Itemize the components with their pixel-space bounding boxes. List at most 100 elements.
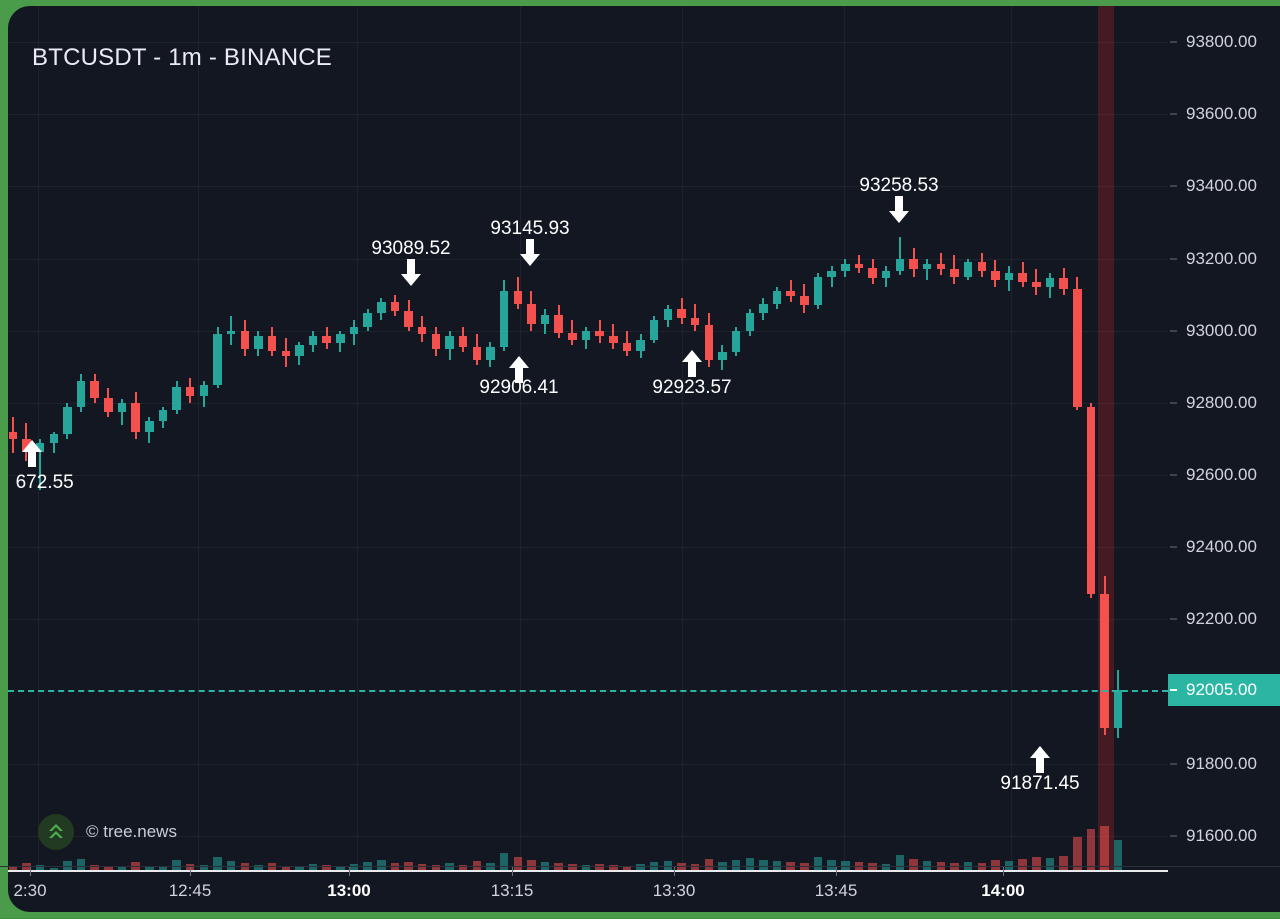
volume-bar	[499, 853, 509, 872]
candle-body	[1004, 273, 1014, 281]
volume-bar	[158, 866, 168, 872]
current-price-badge[interactable]: 92005.00	[1168, 673, 1280, 706]
candle-body	[90, 381, 99, 398]
marker-arrow-down-icon	[519, 239, 541, 267]
volume-bar	[950, 863, 959, 872]
gridline-vertical	[844, 6, 845, 872]
volume-bar	[240, 863, 250, 872]
volume-bar	[199, 865, 209, 872]
candle-body	[267, 336, 277, 351]
chart-container: 672.55 93089.52 93145.93 92906.41 92923.57 93…	[8, 6, 1280, 912]
candle-body	[22, 439, 31, 452]
candle-body	[322, 336, 331, 344]
volume-bar	[418, 864, 427, 872]
candle-body	[854, 263, 864, 268]
event-band	[1098, 6, 1115, 872]
time-axis-label: 13:15	[490, 881, 534, 900]
marker-arrow-down-icon	[888, 196, 910, 224]
price-axis-label: 92600.00	[1186, 465, 1257, 485]
volume-bar	[622, 865, 632, 872]
gridline-horizontal	[8, 619, 1168, 621]
time-tick-mark	[30, 867, 31, 876]
volume-bar	[540, 862, 550, 872]
price-axis-label: 92800.00	[1186, 392, 1257, 412]
volume-bar	[117, 865, 127, 872]
price-axis-label: 91800.00	[1186, 753, 1257, 773]
candle-body	[172, 386, 181, 411]
candle-wick	[694, 303, 697, 331]
price-tick-mark	[1170, 41, 1177, 43]
marker-price-label: 672.55	[15, 472, 74, 493]
candle-body	[49, 433, 58, 443]
volume-bar	[595, 863, 604, 872]
candle-body	[281, 350, 290, 356]
candle-body	[76, 381, 86, 407]
candle-body	[636, 339, 645, 351]
marker-price-label: 92906.41	[479, 377, 559, 398]
volume-bar	[1059, 855, 1068, 872]
candle-body	[226, 330, 236, 335]
candle-body	[554, 314, 563, 333]
time-axis-label: 2:30	[13, 881, 47, 900]
candle-wick	[830, 265, 833, 288]
volume-bar	[513, 857, 522, 872]
price-axis[interactable]: 93800.00 93600.00 93400.00 93200.00 93000.00…	[1168, 6, 1280, 872]
candle-body	[827, 271, 836, 277]
candle-body	[186, 386, 195, 396]
volume-bar	[8, 866, 18, 872]
volume-bar	[650, 862, 659, 872]
candle-body	[336, 334, 345, 344]
volume-bar	[882, 864, 891, 872]
candle-body	[295, 345, 304, 356]
candle-wick	[898, 236, 901, 275]
candle-body	[63, 406, 72, 434]
volume-bar	[22, 863, 31, 872]
volume-bar	[431, 865, 441, 872]
candle-body	[950, 269, 959, 277]
price-axis-label: 93200.00	[1186, 248, 1257, 268]
volume-bar	[131, 862, 140, 872]
candle-body	[404, 310, 413, 328]
time-tick-mark	[1003, 867, 1004, 876]
candle-body	[349, 327, 359, 335]
marker-price-label: 93089.52	[371, 238, 451, 259]
price-plot-area[interactable]: 672.55 93089.52 93145.93 92906.41 92923.57 93…	[8, 6, 1168, 872]
volume-bar	[281, 865, 290, 872]
time-tick-mark	[349, 867, 350, 876]
candle-body	[1059, 278, 1068, 290]
price-tick-mark	[1170, 618, 1177, 620]
gridline-vertical	[198, 6, 199, 872]
time-axis-label: 13:45	[814, 881, 858, 900]
volume-bar	[977, 862, 986, 872]
volume-bar	[1045, 858, 1055, 872]
volume-bar	[1032, 857, 1041, 872]
candle-wick	[926, 258, 929, 281]
price-tick-mark	[1170, 330, 1177, 332]
candle-body	[677, 309, 686, 319]
volume-bar	[35, 865, 45, 872]
volume-bar	[786, 862, 795, 872]
current-price-label: 92005.00	[1186, 679, 1257, 699]
volume-bar	[390, 863, 400, 872]
candle-body	[131, 402, 140, 432]
candle-body	[1114, 689, 1123, 728]
gridline-vertical	[38, 6, 39, 872]
gridline-vertical	[1011, 6, 1012, 872]
price-axis-label: 93800.00	[1186, 32, 1257, 52]
volume-bar	[936, 862, 946, 872]
candle-wick	[953, 254, 956, 284]
candle-body	[1100, 594, 1109, 728]
gridline-horizontal	[8, 763, 1168, 765]
volume-bar	[909, 859, 918, 872]
marker-arrow-up-icon	[681, 350, 703, 378]
time-axis[interactable]: 2:30 12:45 13:00 13:15 13:30 13:45 14:00	[0, 866, 1280, 919]
volume-bar	[145, 867, 154, 872]
candle-body	[622, 343, 632, 351]
volume-bar	[90, 864, 99, 872]
candle-body	[486, 346, 495, 360]
candle-wick	[121, 399, 123, 425]
price-tick-mark	[1170, 546, 1177, 548]
candle-body	[117, 402, 127, 412]
marker-arrow-down-icon	[400, 259, 422, 287]
marker-price-label: 93145.93	[490, 218, 570, 239]
